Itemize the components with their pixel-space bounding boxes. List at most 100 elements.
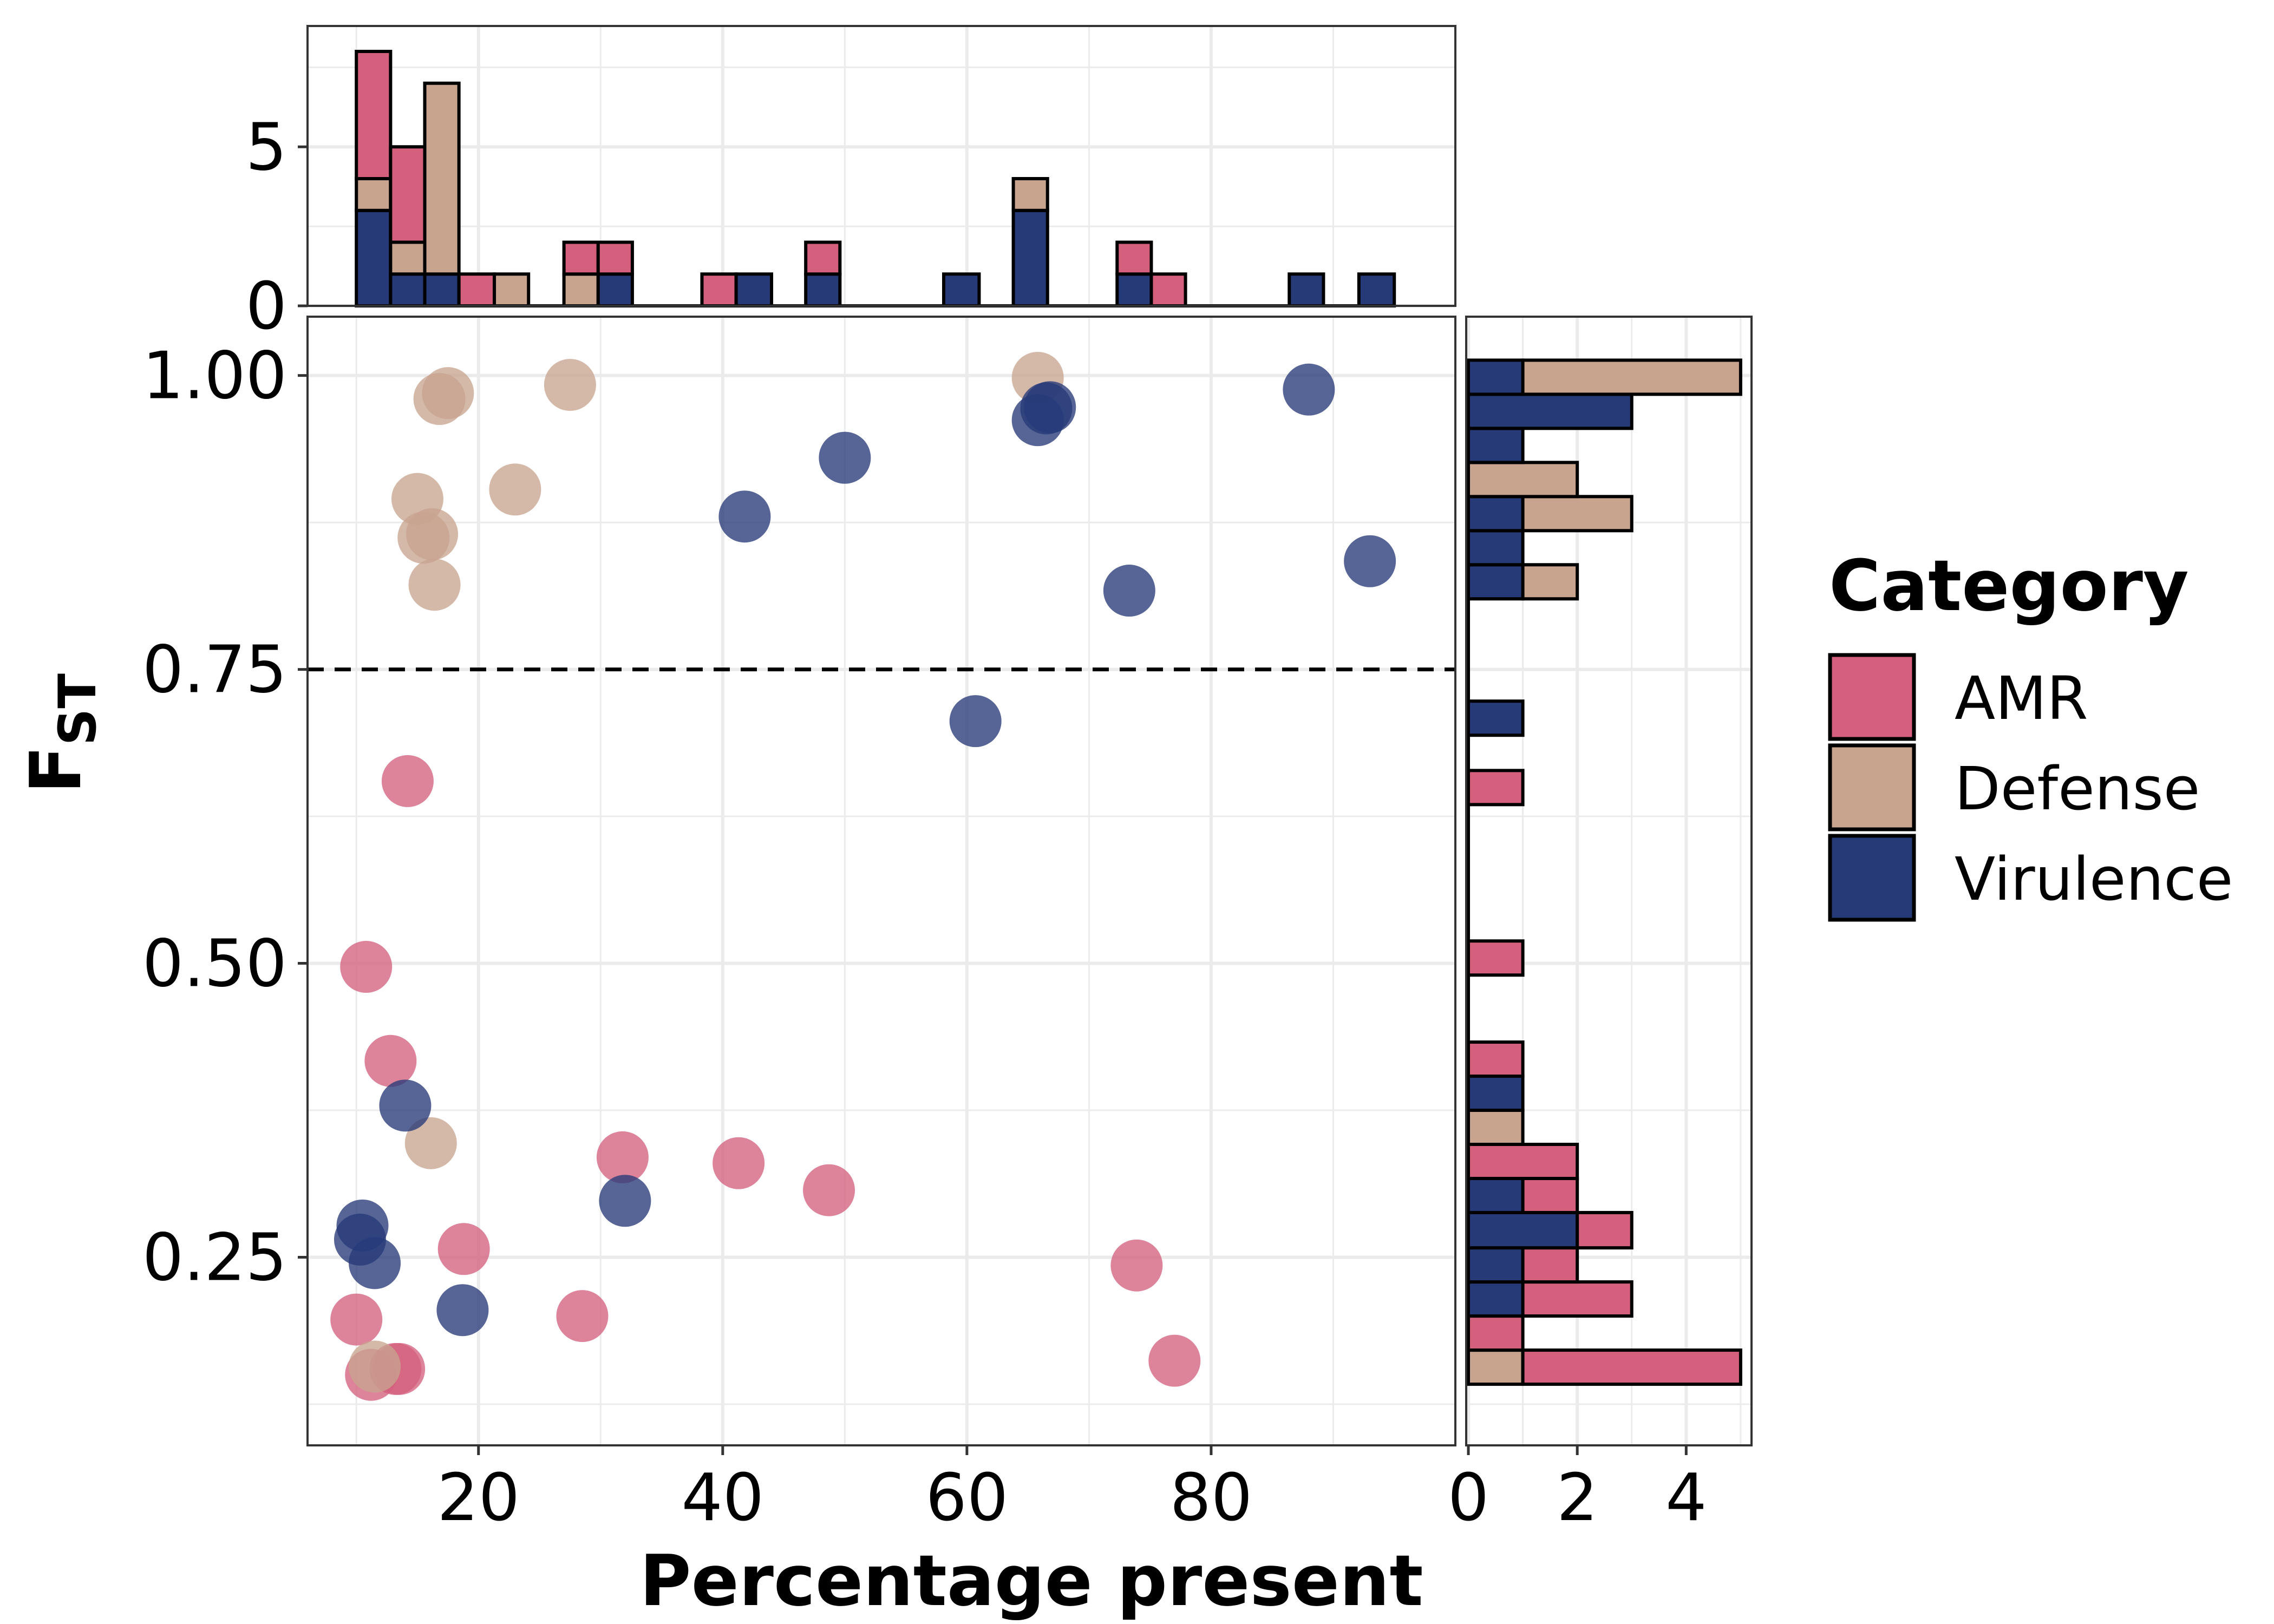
right-histogram-bar-virulence — [1467, 699, 1525, 737]
right-histogram-bar-amr — [1521, 1246, 1579, 1284]
point-amr — [596, 1131, 649, 1183]
y-tick-label: 0.75 — [142, 633, 287, 708]
point-amr — [1110, 1239, 1163, 1292]
legend-key-virulence — [1828, 834, 1916, 922]
point-virulence — [949, 695, 1002, 748]
top-y-tick-label: 0 — [246, 269, 287, 344]
top-histogram-bar-defense — [389, 240, 427, 276]
top-histogram-bar-virulence — [804, 272, 842, 307]
legend-label-amr: AMR — [1955, 664, 2088, 733]
top-histogram: 05 — [246, 25, 1456, 344]
point-virulence — [1103, 565, 1155, 617]
point-virulence — [349, 1237, 401, 1289]
top-histogram-bar-defense — [355, 177, 393, 212]
top-histogram-bar-defense — [423, 81, 461, 276]
right-histogram-bar-virulence — [1467, 392, 1633, 430]
legend-label-virulence: Virulence — [1955, 844, 2233, 914]
scatter-points — [330, 351, 1396, 1401]
right-histogram-bar-defense — [1521, 563, 1579, 601]
top-histogram-bar-defense — [493, 272, 531, 307]
right-histogram-bar-amr — [1576, 1210, 1633, 1250]
top-histogram-bar-amr — [700, 272, 738, 307]
y-axis-title: FST — [15, 673, 108, 794]
top-histogram-bar-amr — [457, 272, 496, 307]
x-tick-label: 80 — [1170, 1461, 1253, 1536]
main-panel-border — [306, 316, 1456, 1446]
legend-title: Category — [1829, 545, 2189, 627]
top-histogram-bars — [355, 50, 1396, 307]
point-defense — [422, 367, 474, 420]
right-histogram-bar-amr — [1467, 1143, 1579, 1180]
right-histogram-bar-virulence — [1467, 427, 1525, 464]
top-histogram-bar-amr — [389, 145, 427, 244]
right-histogram-bar-defense — [1521, 358, 1742, 396]
top-histogram-bar-virulence — [596, 272, 634, 307]
point-virulence — [718, 490, 771, 543]
right-histogram-bar-virulence — [1467, 358, 1525, 396]
point-defense — [406, 508, 459, 560]
top-histogram-panel-border — [306, 25, 1456, 307]
right-histogram-bar-virulence — [1467, 529, 1525, 567]
point-defense — [544, 358, 596, 411]
right-histogram-bar-defense — [1467, 461, 1579, 499]
point-amr — [364, 1034, 417, 1087]
point-virulence — [379, 1079, 432, 1132]
x-tick-label: 20 — [437, 1461, 520, 1536]
x-axis-ticks: 20 40 60 80 — [437, 1445, 1252, 1536]
point-amr — [713, 1137, 765, 1189]
point-virulence — [599, 1175, 651, 1227]
right-histogram-bar-amr — [1467, 769, 1525, 807]
right-histogram-bar-virulence — [1467, 563, 1525, 601]
point-defense — [349, 1340, 401, 1393]
top-histogram-bar-amr — [1115, 240, 1153, 276]
main-panel: 20 40 60 80 0.25 0.50 0.75 1.00 — [142, 316, 1456, 1536]
y-tick-label: 1.00 — [142, 339, 287, 414]
y-tick-label: 0.50 — [142, 927, 287, 1002]
svg-text:FST: FST — [15, 673, 108, 794]
top-histogram-bar-amr — [804, 240, 842, 276]
x-axis-title: Percentage present — [639, 1540, 1423, 1622]
point-virulence — [1283, 363, 1335, 416]
point-defense — [404, 1117, 457, 1169]
right-histogram-bar-virulence — [1467, 1176, 1525, 1214]
x-tick-label: 40 — [681, 1461, 764, 1536]
top-histogram-bar-virulence — [1288, 272, 1325, 307]
top-histogram-bar-virulence — [942, 272, 981, 307]
top-histogram-bar-defense — [562, 272, 600, 307]
point-amr — [330, 1293, 383, 1346]
y-axis-title-subscript: ST — [48, 673, 108, 745]
top-histogram-bar-virulence — [389, 272, 427, 307]
right-histogram-panel-border — [1465, 316, 1753, 1446]
right-histogram-bar-virulence — [1467, 1075, 1525, 1112]
top-histogram-bar-virulence — [1357, 272, 1396, 307]
top-histogram-bar-virulence — [734, 272, 774, 307]
top-histogram-bar-amr — [1149, 272, 1187, 307]
y-tick-label: 0.25 — [142, 1221, 287, 1296]
point-virulence — [1344, 535, 1396, 587]
legend-label-defense: Defense — [1955, 754, 2200, 823]
right-x-tick-label: 4 — [1665, 1461, 1707, 1536]
top-histogram-panel-bg — [308, 26, 1455, 306]
y-axis-ticks: 0.25 0.50 0.75 1.00 — [142, 339, 308, 1296]
right-histogram-bar-defense — [1521, 495, 1633, 533]
point-amr — [381, 755, 434, 807]
top-histogram-bar-virulence — [423, 272, 461, 307]
right-histogram-bar-virulence — [1467, 495, 1525, 533]
point-defense — [408, 559, 461, 611]
top-histogram-bar-virulence — [1011, 208, 1049, 307]
right-histogram-bar-defense — [1467, 1348, 1525, 1386]
top-histogram-y-ticks: 05 — [246, 110, 308, 344]
point-virulence — [819, 431, 871, 484]
point-amr — [556, 1290, 609, 1343]
point-amr — [803, 1164, 855, 1216]
right-histogram-bar-defense — [1467, 1109, 1525, 1146]
right-histogram-bar-amr — [1467, 1314, 1525, 1352]
point-amr — [340, 941, 393, 993]
point-virulence — [436, 1284, 489, 1337]
x-tick-label: 60 — [926, 1461, 1009, 1536]
point-amr — [437, 1223, 490, 1275]
right-histogram-bar-virulence — [1467, 1246, 1525, 1284]
top-histogram-bar-defense — [1011, 177, 1049, 212]
right-histogram-bar-amr — [1467, 939, 1525, 977]
